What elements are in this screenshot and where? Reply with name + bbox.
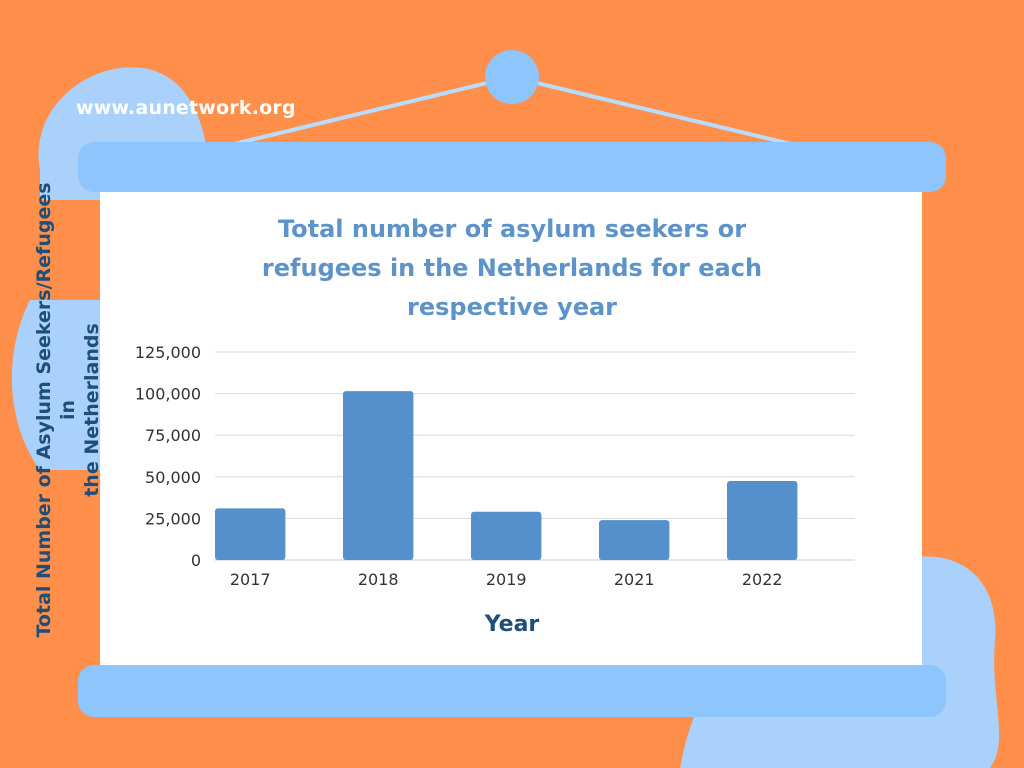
hanger-string-left: [229, 75, 513, 147]
x-tick-label: 2022: [742, 570, 783, 589]
website-url: www.aunetwork.org: [76, 97, 296, 119]
hanger-string-right: [511, 75, 796, 147]
y-tick-label: 25,000: [145, 509, 201, 528]
y-tick-label: 0: [191, 551, 201, 570]
chart-panel: [100, 185, 922, 667]
x-tick-label: 2018: [358, 570, 399, 589]
chart-title: Total number of asylum seekers or refuge…: [236, 210, 788, 327]
y-tick-label: 75,000: [145, 426, 201, 445]
bar-2022: [727, 480, 798, 560]
scroll-rod-bottom: [78, 665, 946, 717]
scroll-rod-top: [78, 142, 946, 192]
chart-title-line-2: refugees in the Netherlands for each: [261, 254, 763, 282]
x-axis-label: Year: [484, 612, 540, 637]
x-tick-label: 2017: [230, 570, 271, 589]
chart-title-line-1: Total number of asylum seekers or: [277, 215, 747, 243]
x-tick-label: 2021: [614, 570, 655, 589]
bar-2017: [215, 508, 286, 560]
hanger-knob: [485, 50, 539, 104]
x-tick-label: 2019: [486, 570, 527, 589]
blob-left-edge: [11, 300, 100, 470]
y-tick-label: 125,000: [135, 343, 201, 362]
y-tick-label: 50,000: [145, 468, 201, 487]
bar-2018: [343, 391, 414, 560]
bar-2019: [471, 511, 542, 560]
bar-2021: [599, 520, 670, 560]
y-tick-label: 100,000: [135, 385, 201, 404]
chart-title-line-3: respective year: [406, 293, 617, 321]
